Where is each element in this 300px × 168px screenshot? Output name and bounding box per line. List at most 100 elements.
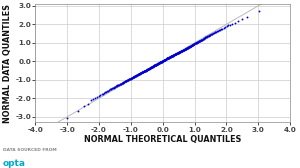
Point xyxy=(179,50,184,52)
Point xyxy=(155,62,160,65)
Point xyxy=(184,47,189,50)
Point xyxy=(146,67,151,70)
Point xyxy=(180,49,185,52)
Point xyxy=(153,64,158,66)
Point xyxy=(181,49,185,52)
Point xyxy=(189,44,194,47)
Point xyxy=(134,74,139,77)
Point xyxy=(184,47,188,50)
Point xyxy=(180,49,185,52)
Point xyxy=(168,56,172,58)
Point xyxy=(119,82,124,85)
Point xyxy=(174,52,179,55)
Point xyxy=(105,90,110,93)
Point xyxy=(121,81,126,84)
Point xyxy=(126,78,131,81)
Point xyxy=(158,61,163,63)
Point xyxy=(200,38,205,40)
Text: opta: opta xyxy=(3,159,26,168)
Point xyxy=(148,66,153,69)
Point xyxy=(178,50,182,53)
Point xyxy=(193,42,198,44)
Point xyxy=(176,51,181,54)
Point xyxy=(195,41,200,43)
Point xyxy=(144,69,149,71)
Point xyxy=(141,70,146,73)
Point xyxy=(178,50,183,53)
Point xyxy=(172,53,177,56)
Point xyxy=(140,71,144,74)
Point xyxy=(165,57,170,59)
Point xyxy=(146,68,151,70)
Point xyxy=(200,38,205,41)
Point xyxy=(155,62,160,65)
Point xyxy=(135,74,140,76)
Point xyxy=(118,82,123,85)
Point xyxy=(165,57,170,59)
Point xyxy=(147,67,152,70)
Point xyxy=(163,58,168,61)
Point xyxy=(138,72,142,75)
Point xyxy=(152,64,157,67)
Point xyxy=(202,37,207,39)
Point xyxy=(198,39,203,42)
Point xyxy=(165,57,170,59)
Point xyxy=(169,55,174,57)
Point xyxy=(157,61,162,64)
Point xyxy=(177,51,182,53)
Point xyxy=(91,97,95,100)
Point xyxy=(152,64,157,67)
Point xyxy=(155,63,160,65)
Point xyxy=(81,104,86,107)
Point xyxy=(116,83,121,86)
Point xyxy=(167,56,171,59)
Point xyxy=(185,46,190,49)
Point xyxy=(117,83,122,86)
Point xyxy=(203,36,208,39)
Point xyxy=(164,58,169,60)
Point xyxy=(210,32,215,35)
Point xyxy=(182,48,186,51)
Point xyxy=(152,64,156,67)
Point xyxy=(162,59,167,61)
Point xyxy=(175,52,180,54)
Point xyxy=(176,51,181,54)
Point xyxy=(189,44,194,47)
Point xyxy=(110,87,115,89)
Point xyxy=(170,54,175,57)
Point xyxy=(160,60,165,62)
Point xyxy=(194,41,199,44)
Point xyxy=(228,24,232,26)
Point xyxy=(127,78,132,80)
Point xyxy=(134,74,138,77)
Point xyxy=(148,67,152,69)
Point xyxy=(190,44,195,46)
Point xyxy=(132,75,137,77)
Point xyxy=(98,94,103,97)
Point xyxy=(159,60,164,63)
Point xyxy=(108,88,113,90)
Point xyxy=(124,79,129,82)
Point xyxy=(182,48,187,51)
Point xyxy=(157,61,161,64)
Point xyxy=(129,77,134,79)
Point xyxy=(159,60,164,63)
Point xyxy=(185,47,190,49)
Point xyxy=(114,85,118,87)
Point xyxy=(164,58,168,60)
Point xyxy=(174,52,178,55)
Point xyxy=(167,56,172,58)
Point xyxy=(152,64,157,67)
Point xyxy=(154,63,159,66)
Point xyxy=(181,49,186,52)
Point xyxy=(146,68,150,71)
Point xyxy=(175,52,179,55)
Point xyxy=(179,50,184,52)
Point xyxy=(140,71,145,73)
Point xyxy=(195,41,200,44)
Point xyxy=(124,79,129,82)
Point xyxy=(160,60,165,62)
Point xyxy=(121,81,125,84)
Point xyxy=(209,33,214,36)
Point xyxy=(245,15,250,18)
